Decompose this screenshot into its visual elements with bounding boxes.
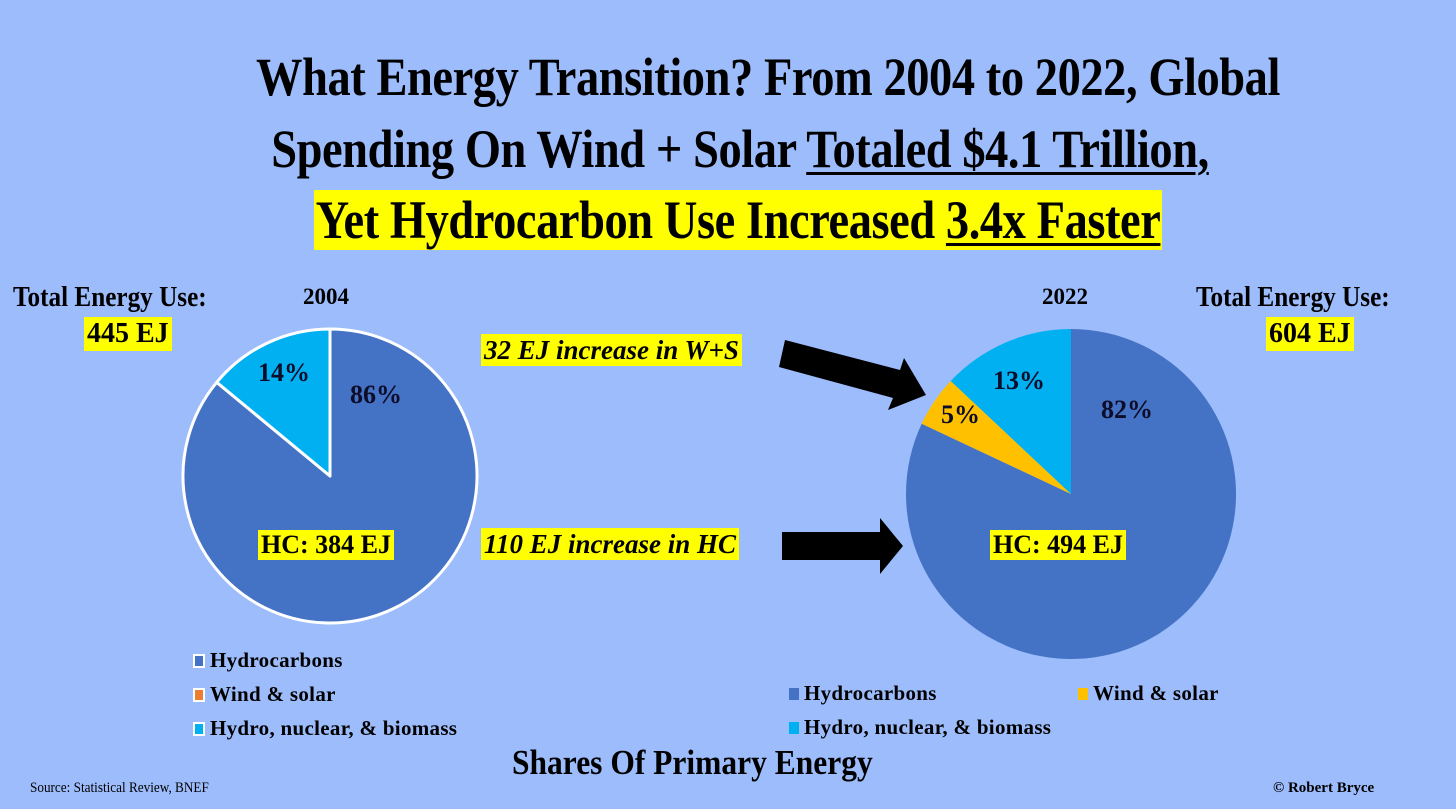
pie-2022-label-hc: 82%: [1101, 395, 1153, 424]
legend-label: Hydro, nuclear, & biomass: [804, 715, 1052, 739]
legend-label: Hydrocarbons: [804, 681, 937, 705]
title-line-2-underlined: Totaled $4.1 Trillion,: [806, 119, 1209, 179]
legend-swatch-hydrocarbons: [193, 653, 205, 668]
legend-label: Hydrocarbons: [210, 648, 343, 672]
pie-2022-label-hydro: 13%: [993, 366, 1045, 395]
pie-slice-wind-solar: [921, 381, 1071, 494]
legend-2022-wind-solar: Wind & solar: [1078, 681, 1219, 706]
right-total-value: 604 EJ: [1266, 317, 1354, 351]
title-line-2: Spending On Wind + Solar Totaled $4.1 Tr…: [114, 117, 1366, 181]
arrow-ws-icon: [779, 340, 926, 410]
hc-increase-annotation: 110 EJ increase in HC: [481, 528, 740, 560]
pie-2004-title: 2004: [303, 284, 349, 309]
left-total-label: Total Energy Use:: [13, 282, 207, 313]
legend-2022-hydro: Hydro, nuclear, & biomass: [789, 715, 1051, 740]
legend-swatch-hydro: [789, 721, 799, 734]
legend-swatch-wind-solar: [1078, 687, 1088, 700]
copyright-note: © Robert Bryce: [1273, 780, 1375, 796]
right-total-label: Total Energy Use:: [1196, 282, 1390, 313]
legend-2004-wind-solar: Wind & solar: [193, 682, 336, 707]
pie-slice-hydro-nuclear-biomass: [215, 327, 332, 478]
legend-2022-hydrocarbons: Hydrocarbons: [789, 681, 937, 706]
pie-chart-2004: [181, 327, 479, 625]
legend-label: Hydro, nuclear, & biomass: [210, 716, 458, 740]
legend-swatch-wind-solar: [193, 687, 205, 702]
pie-2022-title: 2022: [1042, 284, 1088, 309]
pie-chart-2022: [906, 329, 1236, 659]
title-line-3: Yet Hydrocarbon Use Increased 3.4x Faste…: [112, 188, 1364, 252]
pie-slice-hydro-nuclear-biomass: [950, 329, 1071, 494]
legend-2004-hydro: Hydro, nuclear, & biomass: [193, 716, 457, 741]
source-note: Source: Statistical Review, BNEF: [30, 780, 209, 796]
title-line-1: What Energy Transition? From 2004 to 202…: [256, 47, 1280, 107]
title-line-2-plain: Spending On Wind + Solar: [271, 119, 807, 179]
chart-subtitle: Shares Of Primary Energy: [512, 743, 873, 782]
title-line-3-underlined: 3.4x Faster: [945, 190, 1161, 250]
title-line-3-plain: Yet Hydrocarbon Use Increased: [315, 190, 946, 250]
legend-label: Wind & solar: [1093, 681, 1219, 705]
legend-swatch-hydrocarbons: [789, 687, 799, 700]
left-total-value: 445 EJ: [84, 317, 172, 351]
title-line-3-highlight: Yet Hydrocarbon Use Increased 3.4x Faste…: [313, 190, 1163, 250]
pie-2004-inner-label: HC: 384 EJ: [258, 530, 394, 560]
ws-increase-annotation: 32 EJ increase in W+S: [481, 334, 742, 366]
pie-2022-inner-label: HC: 494 EJ: [990, 530, 1126, 560]
legend-2004-hydrocarbons: Hydrocarbons: [193, 648, 343, 673]
arrow-hc-icon: [782, 518, 903, 574]
legend-swatch-hydro: [193, 721, 205, 736]
pie-2022-label-ws: 5%: [941, 400, 980, 429]
pie-2004-label-hc: 86%: [350, 380, 402, 409]
pie-2004-label-hydro: 14%: [258, 358, 310, 387]
legend-label: Wind & solar: [210, 682, 336, 706]
